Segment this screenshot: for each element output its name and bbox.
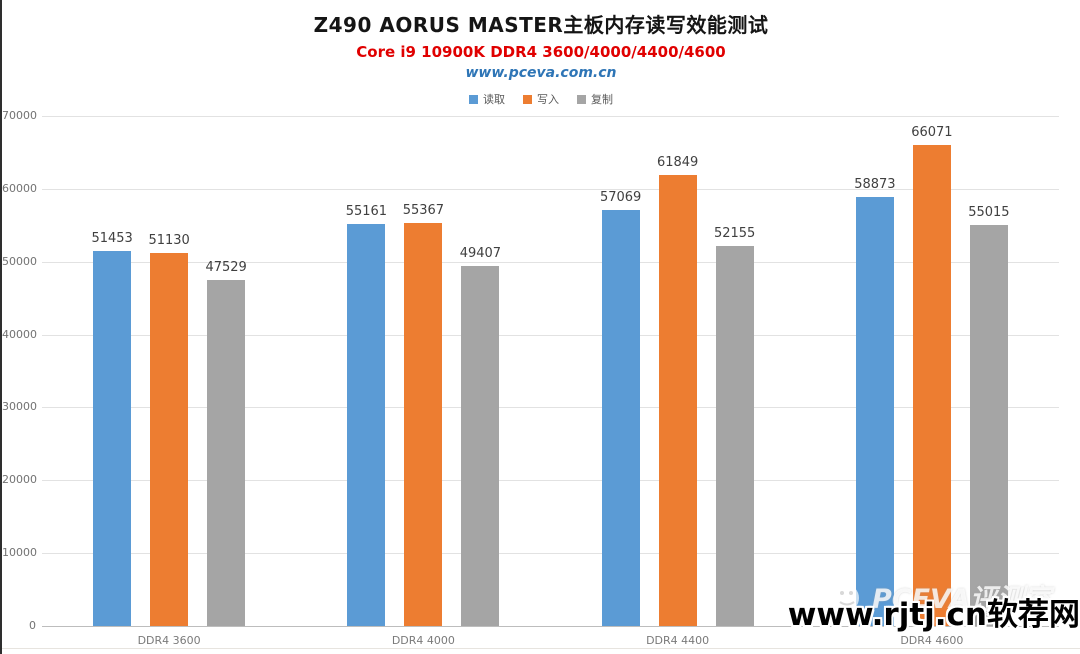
- bar-写入: 51130: [148, 233, 190, 626]
- bar-rect: [912, 144, 951, 626]
- bar-groups: 51453 51130 47529 DDR4 3600 55161 55367 49407 D…: [42, 116, 1059, 647]
- bar-value-label: 66071: [911, 124, 953, 140]
- legend-label: 复制: [591, 93, 613, 106]
- bar-group: 51453 51130 47529 DDR4 3600: [42, 116, 296, 647]
- legend-item: 写入: [523, 91, 559, 107]
- bar-rect: [855, 197, 894, 626]
- legend-swatch-icon: [523, 94, 532, 104]
- legend-label: 读取: [483, 93, 505, 106]
- bar-复制: 49407: [460, 246, 501, 626]
- bar-rect: [461, 266, 500, 626]
- chart-title: Z490 AORUS MASTER主板内存读写效能测试: [313, 13, 769, 37]
- bar-rect: [347, 224, 386, 626]
- bottom-divider: [2, 648, 1080, 649]
- bar-group: 55161 55367 49407 DDR4 4000: [296, 116, 550, 647]
- bar-value-label: 51130: [148, 233, 190, 249]
- legend-swatch-icon: [469, 94, 478, 104]
- legend-label: 写入: [537, 93, 559, 106]
- bar-value-label: 55015: [968, 205, 1010, 221]
- y-tick-label: 40000: [2, 327, 37, 341]
- bar-value-label: 57069: [599, 190, 642, 206]
- legend-item: 读取: [469, 91, 505, 107]
- bar-rect: [658, 175, 697, 626]
- bar-value-label: 51453: [91, 231, 133, 247]
- bar-复制: 47529: [205, 260, 247, 626]
- x-tick-label: DDR4 4600: [900, 634, 964, 647]
- y-tick-label: 50000: [2, 254, 37, 268]
- bar-rect: [207, 279, 246, 626]
- bar-读取: 57069: [600, 190, 641, 626]
- bar-写入: 66071: [911, 125, 953, 626]
- bar-写入: 61849: [657, 155, 698, 626]
- bar-value-label: 55161: [345, 204, 388, 220]
- bar-value-label: 52155: [713, 226, 756, 242]
- bar-复制: 55015: [968, 205, 1010, 626]
- chart-header: Z490 AORUS MASTER主板内存读写效能测试 Core i9 1090…: [2, 0, 1080, 107]
- rjtj-watermark: www.rjtj.cn软荐网: [787, 597, 1080, 633]
- y-tick-label: 30000: [2, 400, 37, 414]
- bar-value-label: 47529: [205, 259, 247, 275]
- gridline: [42, 407, 1059, 409]
- y-tick-label: 10000: [2, 546, 37, 560]
- chart-subtitle: Core i9 10900K DDR4 3600/4000/4400/4600: [356, 43, 726, 61]
- chart-website: www.pceva.com.cn: [465, 65, 617, 81]
- gridline: [42, 188, 1059, 190]
- y-tick-label: 0: [29, 619, 36, 632]
- x-axis-line: [42, 626, 1059, 627]
- gridline: [42, 261, 1059, 263]
- gridline: [42, 480, 1059, 482]
- gridline: [42, 553, 1059, 555]
- bar-value-label: 58873: [854, 177, 896, 193]
- y-axis: 0 10000 20000 30000 40000 50000 60000 70000: [2, 109, 37, 632]
- bar-写入: 55367: [403, 203, 444, 626]
- bar-读取: 51453: [91, 231, 133, 626]
- bar-rect: [715, 246, 754, 626]
- bar-rect: [404, 222, 443, 626]
- y-tick-label: 70000: [2, 109, 37, 122]
- bar-value-label: 55367: [402, 202, 445, 218]
- legend-swatch-icon: [577, 94, 586, 104]
- plot-area: [42, 116, 1059, 627]
- bar-rect: [150, 253, 189, 626]
- chart-legend: 读取 写入 复制: [2, 91, 1080, 107]
- legend-item: 复制: [577, 91, 613, 107]
- bar-group: 58873 66071 55015 DDR4 4600: [805, 116, 1059, 647]
- bar-复制: 52155: [714, 226, 755, 626]
- bar-读取: 55161: [346, 204, 387, 626]
- y-tick-label: 20000: [2, 473, 37, 487]
- gridline: [42, 116, 1059, 117]
- bar-value-label: 49407: [459, 246, 502, 262]
- bar-rect: [93, 251, 132, 626]
- bar-rect: [969, 225, 1008, 626]
- x-tick-label: DDR4 3600: [137, 634, 201, 647]
- bar-group: 57069 61849 52155 DDR4 4400: [551, 116, 805, 647]
- bar-value-label: 61849: [656, 155, 699, 171]
- gridline: [42, 334, 1059, 336]
- x-tick-label: DDR4 4400: [646, 634, 710, 647]
- bar-rect: [601, 210, 640, 626]
- y-tick-label: 60000: [2, 181, 37, 195]
- bar-读取: 58873: [854, 177, 896, 626]
- x-tick-label: DDR4 4000: [391, 634, 455, 647]
